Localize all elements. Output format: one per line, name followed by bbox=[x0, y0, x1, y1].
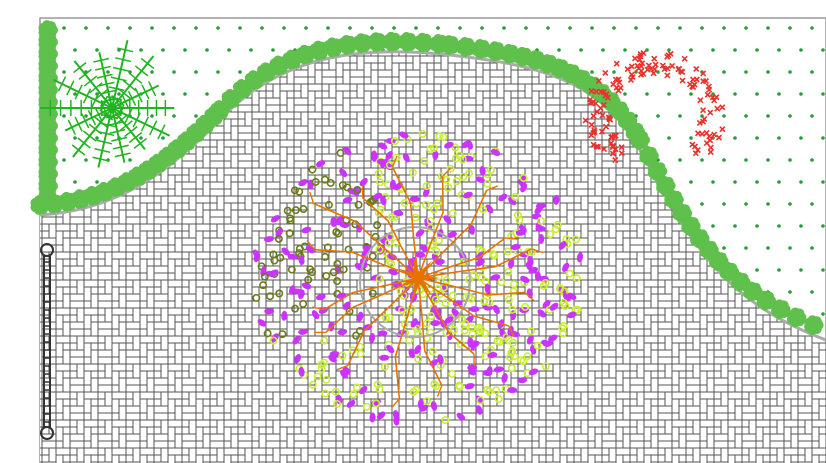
gate bbox=[40, 243, 54, 440]
tree bbox=[306, 155, 544, 409]
canopy bbox=[252, 129, 584, 426]
hedge bbox=[30, 20, 824, 335]
flower-bed bbox=[582, 50, 726, 164]
palm bbox=[40, 39, 175, 168]
